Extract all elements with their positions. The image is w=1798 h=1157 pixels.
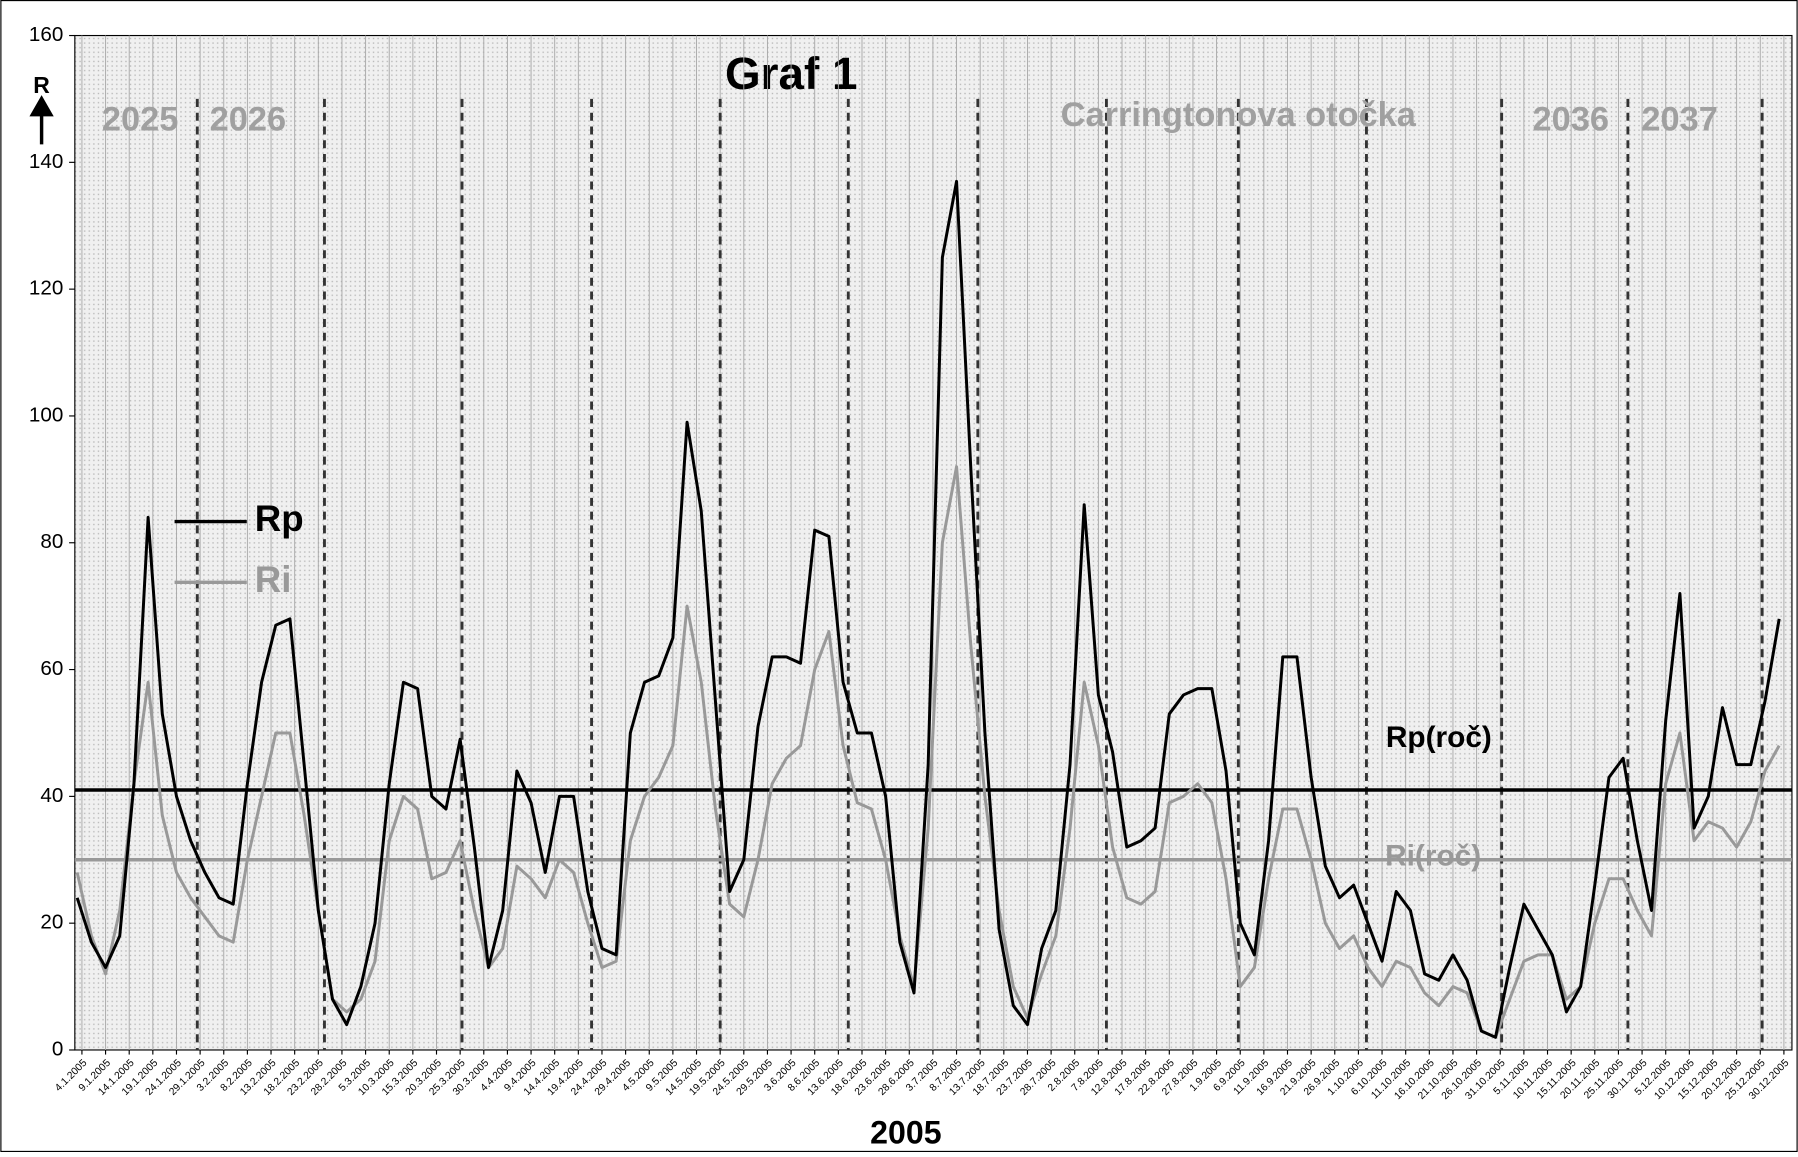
y-axis-label: R bbox=[33, 72, 50, 98]
y-tick-label: 140 bbox=[29, 150, 63, 173]
y-tick-label: 60 bbox=[40, 657, 63, 680]
legend-label: Ri bbox=[255, 559, 292, 600]
y-tick-label: 80 bbox=[40, 530, 63, 553]
rotation-label: 2037 bbox=[1641, 101, 1717, 139]
reference-label: Ri(roč) bbox=[1385, 839, 1481, 872]
y-axis-arrow bbox=[29, 95, 54, 145]
series-line bbox=[75, 179, 1781, 1039]
rotation-label: 2036 bbox=[1532, 101, 1608, 139]
reference-label: Rp(roč) bbox=[1386, 721, 1492, 754]
y-tick-label: 20 bbox=[40, 911, 63, 934]
legend-label: Rp bbox=[255, 498, 304, 539]
y-tick-label: 100 bbox=[29, 403, 63, 426]
rotation-label: 2025 bbox=[102, 101, 178, 139]
rotation-label: 2026 bbox=[210, 101, 286, 139]
x-axis-label: 2005 bbox=[870, 1114, 941, 1150]
y-tick-label: 160 bbox=[29, 23, 63, 46]
y-tick-label: 120 bbox=[29, 277, 63, 300]
y-tick-label: 40 bbox=[40, 784, 63, 807]
rotation-label: Carringtonova otočka bbox=[1061, 96, 1417, 134]
y-tick-label: 0 bbox=[52, 1037, 63, 1060]
